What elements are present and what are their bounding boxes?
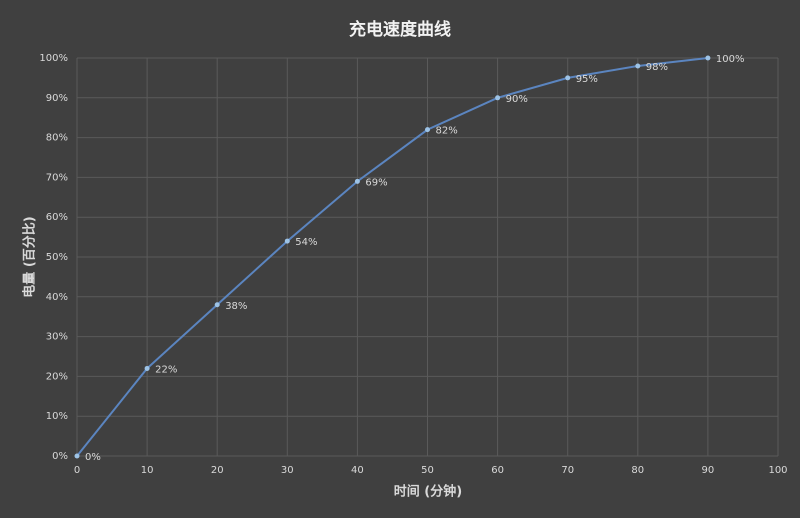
y-tick-label: 100%	[39, 53, 68, 64]
data-point	[635, 63, 641, 69]
data-point	[495, 95, 501, 101]
y-tick-label: 50%	[46, 252, 68, 263]
data-point	[74, 453, 80, 459]
y-tick-label: 30%	[46, 332, 68, 343]
data-label: 38%	[225, 301, 247, 312]
data-label: 54%	[295, 237, 317, 248]
x-tick-label: 50	[421, 465, 434, 476]
data-point	[425, 127, 430, 133]
data-label: 95%	[576, 74, 598, 85]
x-tick-label: 100	[768, 465, 787, 476]
y-axis-label: 电量 (百分比)	[22, 216, 38, 297]
y-tick-label: 80%	[46, 133, 68, 144]
data-label: 0%	[85, 452, 101, 463]
y-tick-label: 90%	[46, 93, 68, 104]
y-tick-label: 40%	[46, 292, 68, 303]
data-point	[144, 365, 150, 371]
series-line	[76, 57, 709, 457]
y-tick-label: 70%	[46, 172, 68, 183]
y-tick-label: 60%	[46, 212, 68, 223]
x-tick-label: 60	[491, 465, 504, 476]
y-tick-label: 20%	[46, 371, 68, 382]
data-label: 98%	[646, 62, 668, 73]
y-tick-label: 0%	[52, 451, 68, 462]
data-point	[284, 238, 290, 244]
data-label: 90%	[506, 94, 528, 105]
x-tick-label: 0	[74, 465, 80, 476]
data-point	[354, 178, 360, 184]
data-point	[214, 302, 220, 308]
data-label: 22%	[155, 364, 177, 375]
x-axis-label: 时间 (分钟)	[394, 484, 462, 500]
x-tick-label: 10	[141, 465, 154, 476]
data-label: 100%	[716, 54, 745, 65]
x-tick-label: 80	[631, 465, 644, 476]
x-tick-label: 30	[281, 465, 294, 476]
data-point	[565, 75, 571, 81]
y-tick-label: 10%	[46, 411, 68, 422]
data-point	[705, 55, 711, 61]
x-tick-label: 40	[351, 465, 364, 476]
x-tick-label: 20	[211, 465, 224, 476]
data-label: 82%	[436, 126, 458, 137]
x-tick-label: 70	[561, 465, 574, 476]
data-label: 69%	[365, 177, 387, 188]
x-tick-label: 90	[702, 465, 715, 476]
chart-title: 充电速度曲线	[349, 19, 451, 40]
